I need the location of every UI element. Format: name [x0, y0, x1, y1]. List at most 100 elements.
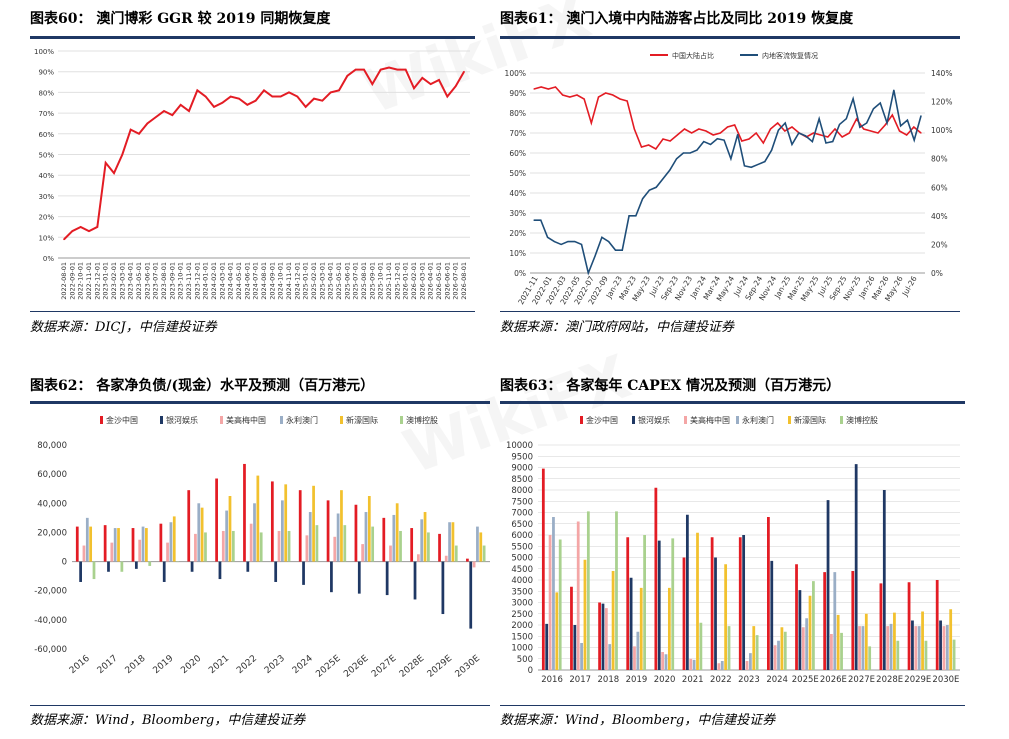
- series-point: [696, 149, 698, 151]
- y-tick-label: 100%: [34, 48, 54, 56]
- x-tick-label: 2025-09-01: [368, 262, 376, 300]
- bar: [914, 626, 918, 670]
- bar: [200, 507, 204, 562]
- title-rule: [500, 401, 965, 404]
- x-tick-label: 2018: [598, 675, 620, 685]
- ggr-point: [196, 89, 199, 92]
- bar: [274, 561, 278, 582]
- bar: [110, 542, 114, 562]
- bar: [89, 526, 93, 562]
- series-point: [743, 165, 746, 167]
- y-tick-label: 40%: [509, 189, 526, 198]
- bar: [667, 587, 671, 670]
- bar: [225, 510, 229, 562]
- x-tick-label: 2022: [235, 654, 259, 676]
- series-point: [608, 240, 610, 243]
- ggr-point: [371, 83, 374, 85]
- series-point: [870, 130, 872, 132]
- series-point: [812, 132, 815, 134]
- bar: [576, 521, 580, 670]
- x-tick-label: 2023-07-01: [152, 262, 160, 300]
- series-point: [597, 96, 600, 98]
- x-tick-label: 2030E: [454, 653, 483, 679]
- x-tick-label: 2021: [207, 654, 231, 676]
- x-tick-label: 2024: [291, 653, 315, 676]
- series-point: [642, 198, 644, 200]
- legend-label: 永利澳门: [742, 415, 774, 425]
- bar: [92, 561, 96, 580]
- bar: [336, 513, 340, 562]
- bar: [858, 626, 861, 670]
- series-point: [691, 132, 693, 134]
- x-tick-label: 2023-04-01: [127, 262, 135, 300]
- ggr-point: [138, 133, 140, 135]
- ggr-point: [346, 75, 349, 77]
- bar: [808, 595, 812, 670]
- legend-label: 银河娱乐: [638, 415, 670, 425]
- x-tick-label: 2028E: [398, 653, 427, 679]
- bar: [159, 523, 163, 562]
- bar: [752, 626, 756, 670]
- y-tick-label: 30%: [38, 193, 54, 201]
- series-point: [764, 160, 766, 163]
- ggr-point: [63, 238, 65, 241]
- y-tick-label: 30%: [509, 209, 526, 218]
- x-tick-label: 2023-03-01: [118, 262, 126, 300]
- y-tick-label: 6000: [511, 531, 533, 541]
- bar: [830, 634, 833, 670]
- bar: [469, 561, 473, 629]
- y-tick-label: -60,000: [34, 645, 67, 655]
- x-tick-label: 2016: [541, 675, 563, 685]
- bar: [626, 537, 630, 670]
- series-point: [569, 96, 571, 98]
- bar: [629, 577, 633, 670]
- bar: [399, 530, 402, 562]
- series-point: [838, 123, 841, 126]
- legend-swatch: [220, 416, 223, 424]
- bar: [145, 528, 148, 562]
- bar: [190, 561, 194, 572]
- x-tick-label: 2026-08-01: [460, 262, 468, 300]
- bar: [949, 609, 953, 670]
- y-tick-label: 8000: [511, 486, 533, 496]
- x-tick-label: 2022-08-01: [60, 262, 68, 300]
- bar: [836, 614, 840, 670]
- series-point: [621, 249, 623, 251]
- bar: [615, 511, 618, 670]
- bar: [586, 511, 590, 670]
- bar: [755, 635, 759, 670]
- x-tick-label: 2026-04-01: [427, 262, 435, 300]
- bar: [82, 545, 86, 562]
- bar: [738, 537, 742, 670]
- bar: [371, 526, 375, 562]
- x-tick-label: 2023-06-01: [143, 262, 151, 300]
- ggr-point: [154, 116, 157, 119]
- x-tick-label: 2022-09-01: [68, 262, 76, 300]
- bar: [176, 561, 179, 563]
- series-point: [560, 243, 562, 246]
- series-point: [757, 163, 759, 166]
- bar: [886, 626, 890, 670]
- x-tick-label: 2022-10-01: [77, 262, 85, 300]
- x-tick-label: 2026-02-01: [410, 262, 418, 300]
- series-line: [533, 86, 922, 151]
- series-point: [712, 134, 714, 136]
- series-point: [730, 158, 732, 160]
- x-tick-label: 2017: [96, 654, 120, 676]
- series-point: [811, 140, 813, 143]
- bar: [583, 559, 587, 670]
- y2-tick-label: 100%: [931, 126, 952, 135]
- ggr-point: [329, 91, 332, 94]
- bar: [162, 561, 166, 582]
- series-point: [791, 143, 793, 146]
- series-point: [546, 236, 549, 238]
- y-tick-label: 5500: [511, 542, 533, 552]
- ggr-point: [413, 87, 415, 90]
- series-point: [633, 128, 635, 130]
- y-tick-label: 4000: [511, 576, 533, 586]
- y-tick-label: 80%: [38, 89, 54, 97]
- y-tick-label: 70%: [509, 129, 526, 138]
- legend-swatch: [280, 416, 283, 424]
- bar: [448, 522, 451, 562]
- bar: [770, 560, 774, 670]
